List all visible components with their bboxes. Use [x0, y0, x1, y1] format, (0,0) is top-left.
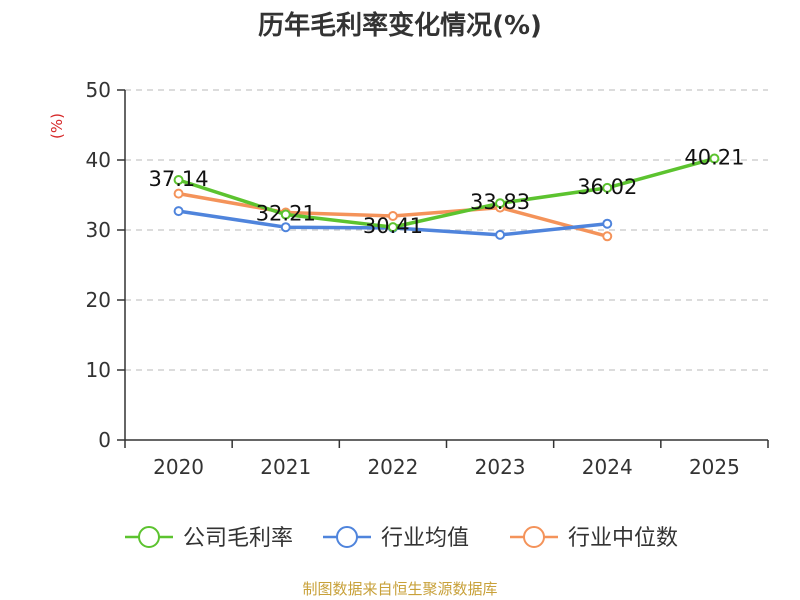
legend-label: 行业均值 — [381, 526, 469, 551]
data-label: 32.21 — [256, 202, 316, 226]
legend-marker — [523, 526, 545, 548]
legend[interactable]: 公司毛利率 行业均值 行业中位数 — [125, 526, 678, 551]
y-tick-label-10: 10 — [86, 358, 111, 382]
y-tick-label-50: 50 — [86, 78, 111, 102]
data-point[interactable] — [280, 222, 291, 233]
legend-label: 行业中位数 — [568, 526, 678, 551]
legend-marker — [336, 526, 358, 548]
data-labels: 37.14 32.21 30.41 33.83 36.02 40.21 — [149, 146, 745, 239]
data-point[interactable] — [173, 175, 184, 186]
x-tick-label-2024: 2024 — [582, 455, 633, 479]
x-tick-label-2022: 2022 — [367, 455, 418, 479]
data-point[interactable] — [280, 209, 291, 220]
x-tick-label-2025: 2025 — [689, 455, 740, 479]
data-label: 37.14 — [149, 167, 209, 191]
x-tick-label-2023: 2023 — [475, 455, 526, 479]
y-axis-unit-label: (%) — [48, 113, 66, 139]
y-tick-label-40: 40 — [86, 148, 111, 172]
data-label: 40.21 — [684, 146, 744, 170]
axes — [124, 90, 768, 441]
x-axis-ticks: 2020 2021 2022 2023 2024 2025 — [124, 440, 769, 479]
legend-item-3[interactable]: 行业中位数 — [510, 526, 678, 551]
legend-marker — [138, 526, 160, 548]
data-point[interactable] — [602, 231, 613, 242]
x-tick-label-2020: 2020 — [153, 455, 204, 479]
chart-title: 历年毛利率变化情况(%) — [258, 10, 542, 41]
data-point[interactable] — [709, 153, 720, 164]
series-1 — [173, 153, 720, 233]
data-point[interactable] — [173, 206, 184, 217]
legend-label: 公司毛利率 — [183, 526, 293, 551]
y-axis-ticks: 0 10 20 30 40 50 — [86, 78, 125, 452]
y-tick-label-0: 0 — [98, 428, 111, 452]
data-point[interactable] — [495, 229, 506, 240]
data-label: 36.02 — [577, 175, 637, 199]
data-label: 30.41 — [363, 214, 423, 238]
data-point[interactable] — [173, 188, 184, 199]
legend-item-2[interactable]: 行业均值 — [323, 526, 469, 551]
y-tick-label-30: 30 — [86, 218, 111, 242]
data-point[interactable] — [602, 218, 613, 229]
data-label: 33.83 — [470, 190, 530, 214]
series-line-1 — [176, 156, 717, 229]
data-point[interactable] — [387, 222, 398, 233]
data-point[interactable] — [602, 182, 613, 193]
x-tick-label-2021: 2021 — [260, 455, 311, 479]
source-note: 制图数据来自恒生聚源数据库 — [302, 580, 497, 598]
legend-item-1[interactable]: 公司毛利率 — [125, 526, 293, 551]
data-point[interactable] — [495, 198, 506, 209]
y-tick-label-20: 20 — [86, 288, 111, 312]
data-point[interactable] — [387, 211, 398, 221]
series-group — [173, 153, 720, 242]
